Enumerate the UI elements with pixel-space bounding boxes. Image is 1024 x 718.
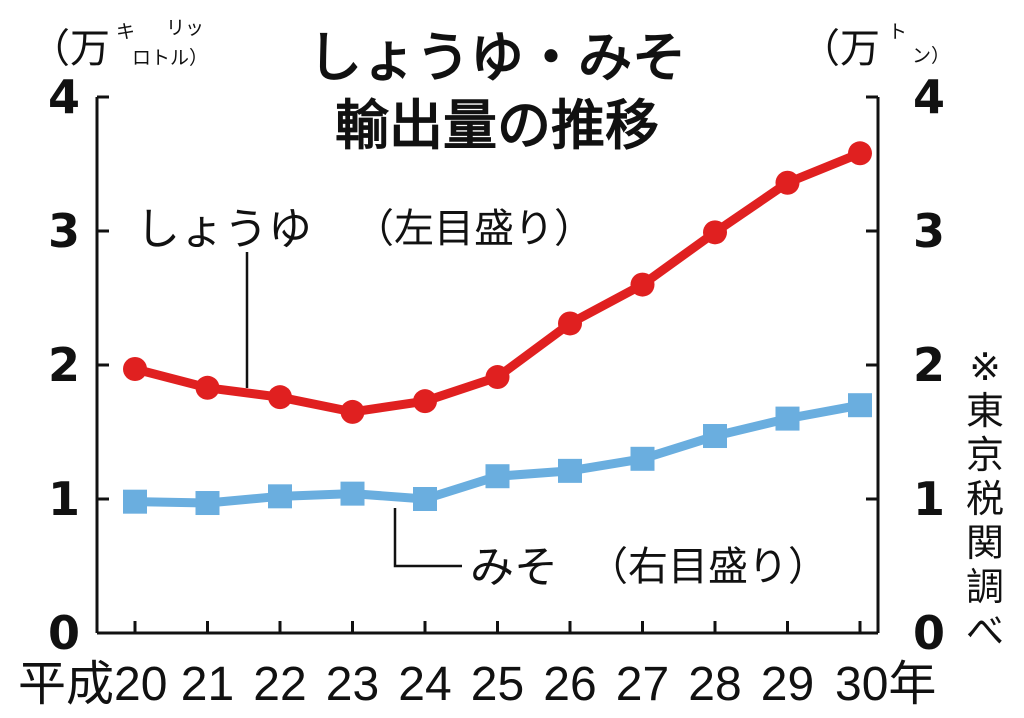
chart-title-line2: 輸出量の推移 [335, 94, 659, 157]
right-unit-bottom: ン） [912, 45, 950, 67]
data-point [340, 399, 365, 424]
data-point [340, 481, 365, 506]
data-point [268, 484, 292, 509]
data-point [703, 220, 727, 245]
label-miso: みそ （右目盛り） [393, 508, 828, 593]
data-point [558, 311, 582, 336]
left-axis-ticks: 0 1 2 3 4 [48, 70, 109, 660]
right-unit-main: （万 [800, 26, 880, 72]
data-point [848, 393, 872, 418]
x-tick-label: 24 [398, 658, 451, 711]
source-note-char: ※ [969, 345, 1001, 389]
data-point [630, 272, 655, 297]
right-axis-ticks: 0 1 2 3 4 [866, 70, 945, 660]
left-unit-bottom: ロトル） [132, 47, 208, 69]
data-point [123, 357, 147, 382]
left-tick-label: 2 [48, 338, 80, 392]
chart-title-line1: しょうゆ・みそ [308, 26, 686, 89]
x-tick-label: 21 [181, 658, 234, 711]
source-note-char: 税 [966, 477, 1004, 521]
x-tick-label: 22 [253, 658, 306, 711]
data-point [195, 491, 220, 516]
x-tick-label: 25 [471, 658, 524, 711]
data-point [703, 424, 727, 449]
left-tick-label: 0 [48, 606, 80, 660]
left-tick-label: 1 [48, 472, 80, 526]
right-axis-unit: （万 ト ン） [800, 21, 950, 72]
x-axis-ticks: 平成20 21 22 23 24 25 26 27 28 29 30年 [18, 621, 936, 711]
x-tick-label: 28 [688, 658, 741, 711]
right-tick-label: 0 [913, 606, 945, 660]
data-point [630, 446, 655, 471]
left-tick-label: 4 [48, 70, 80, 124]
data-point [775, 406, 800, 431]
data-point [195, 375, 220, 400]
label-miso-note: （右目盛り） [588, 544, 828, 590]
series-miso [123, 393, 872, 516]
data-point [123, 489, 147, 514]
label-shoyu: しょうゆ （左目盛り） [136, 204, 594, 388]
data-point [413, 487, 437, 511]
left-axis-unit: （万 キ リッ ロトル） [30, 17, 208, 72]
right-tick-label: 2 [913, 338, 945, 392]
right-tick-label: 1 [913, 472, 945, 526]
left-tick-label: 3 [48, 204, 80, 258]
label-miso-name: みそ [470, 542, 558, 593]
data-point [413, 389, 437, 414]
x-tick-label: 30年 [835, 658, 936, 711]
label-shoyu-note: （左目盛り） [354, 206, 594, 252]
source-note-char: 京 [966, 433, 1004, 477]
series-shoyu [123, 141, 872, 424]
left-unit-main: （万 [30, 26, 110, 72]
data-point [558, 458, 582, 483]
left-unit-top2: キ [116, 21, 135, 43]
source-note-char: べ [966, 609, 1004, 653]
label-shoyu-name: しょうゆ [136, 204, 312, 255]
data-point [485, 365, 510, 390]
x-tick-label: 平成20 [18, 658, 167, 711]
left-unit-top: リッ [166, 17, 204, 39]
series-line [134, 400, 861, 508]
label-miso-leader [393, 508, 462, 568]
data-point [848, 141, 872, 166]
data-point [485, 464, 510, 489]
source-note-char: 調 [966, 565, 1004, 609]
x-tick-label: 27 [616, 658, 669, 711]
x-tick-label: 29 [761, 658, 814, 711]
source-note-char: 関 [966, 521, 1004, 565]
x-tick-label: 26 [543, 658, 596, 711]
data-point [268, 385, 292, 410]
source-note-char: 東 [966, 389, 1004, 433]
right-tick-label: 4 [913, 70, 945, 124]
x-tick-label: 23 [326, 658, 379, 711]
data-point [775, 170, 800, 195]
right-unit-top: ト [888, 21, 907, 43]
right-tick-label: 3 [913, 204, 945, 258]
